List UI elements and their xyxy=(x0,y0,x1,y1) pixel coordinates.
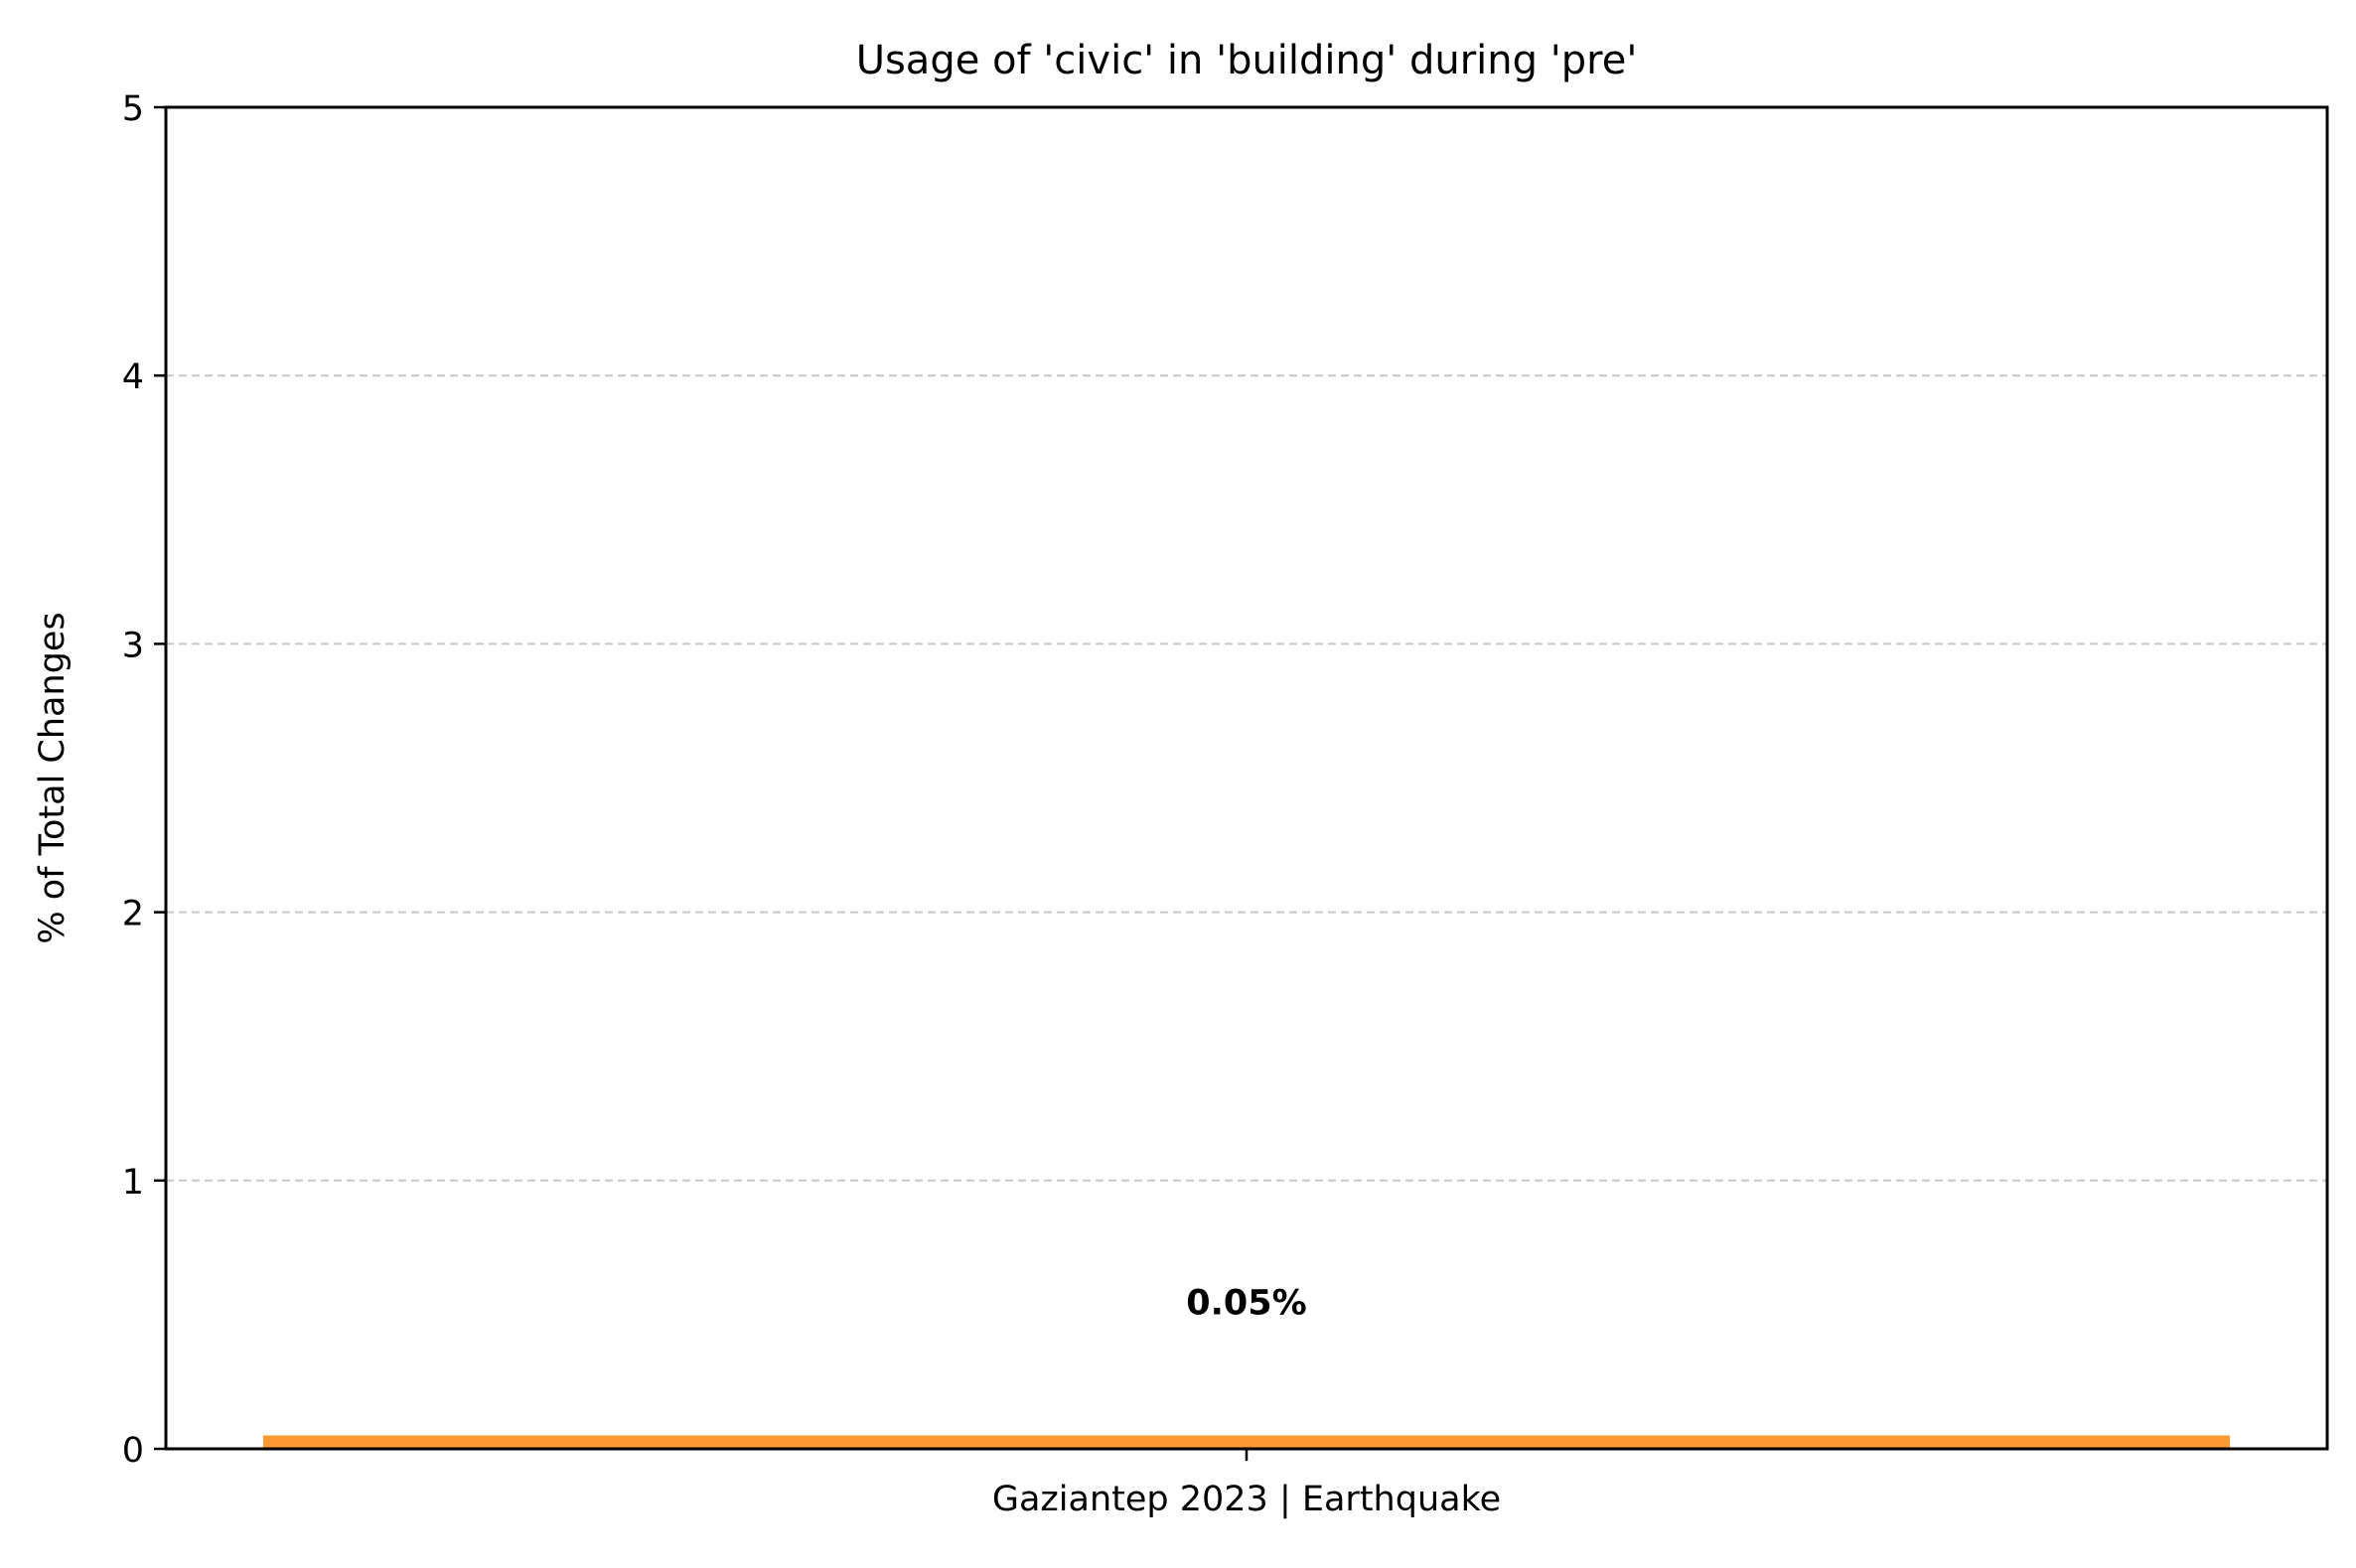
y-axis-ticks: 0 1 2 3 4 5 xyxy=(122,89,166,1471)
data-labels: 0.05% xyxy=(1186,1283,1306,1323)
x-axis-ticks: Gaziantep 2023 | Earthquake xyxy=(992,1449,1501,1519)
x-tick-label: Gaziantep 2023 | Earthquake xyxy=(992,1480,1501,1519)
y-tick-label: 3 xyxy=(122,626,144,665)
bar xyxy=(262,1435,2231,1449)
y-tick-label: 0 xyxy=(122,1431,144,1471)
chart-title: Usage of 'civic' in 'building' during 'p… xyxy=(856,38,1638,83)
y-tick-label: 5 xyxy=(122,89,144,129)
gridlines xyxy=(166,374,2327,1182)
y-axis-label: % of Total Changes xyxy=(33,612,73,943)
bars xyxy=(262,1435,2231,1449)
bar-value-label: 0.05% xyxy=(1186,1283,1306,1323)
y-tick-label: 4 xyxy=(122,357,144,397)
y-tick-label: 1 xyxy=(122,1163,144,1203)
y-tick-label: 2 xyxy=(122,895,144,934)
